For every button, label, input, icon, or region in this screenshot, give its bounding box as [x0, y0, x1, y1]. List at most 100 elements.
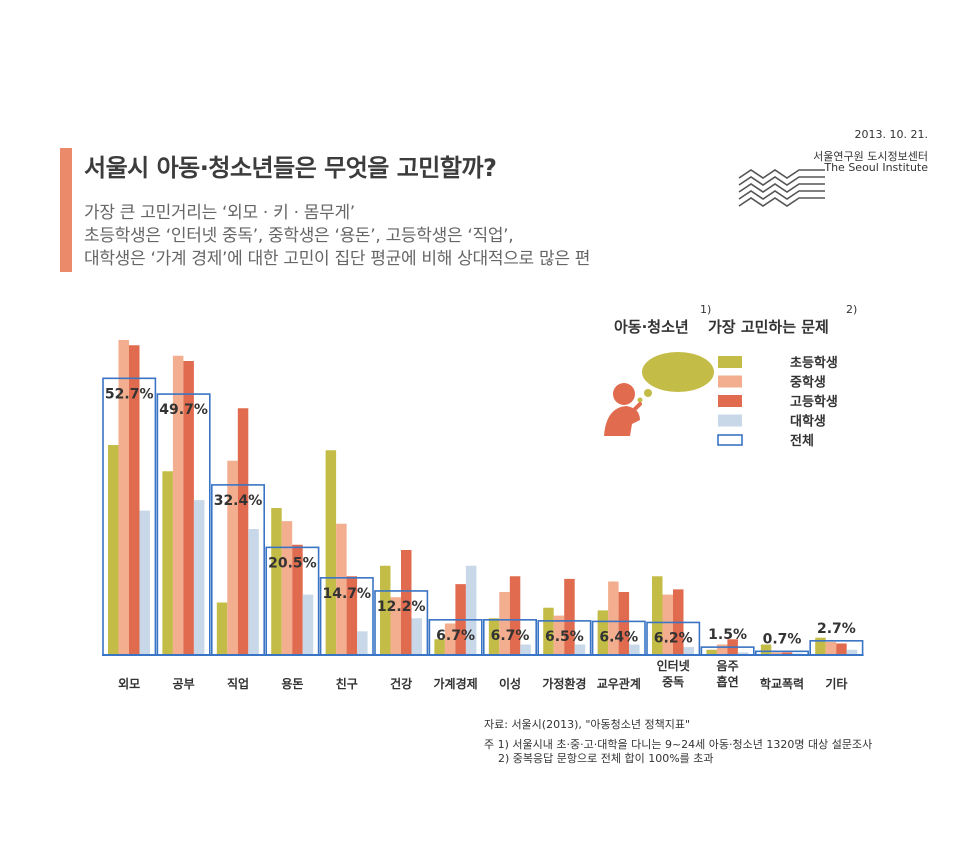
bar-7-series-4 — [465, 565, 477, 655]
total-label-7: 6.7% — [436, 628, 475, 644]
bar-14-series-3 — [836, 643, 847, 655]
bar-6-series-4 — [411, 618, 422, 655]
bar-9-series-3 — [564, 578, 575, 655]
total-label-8: 6.7% — [491, 628, 530, 644]
bar-5-series-1 — [325, 450, 337, 655]
bar-12-series-2 — [716, 644, 728, 655]
bar-6-series-1 — [380, 565, 391, 655]
bar-4-series-1 — [271, 508, 282, 655]
bar-5-series-2 — [336, 523, 347, 655]
org-name: 서울연구원 도시정보센터 — [813, 150, 928, 163]
category-label-14: 기타 — [825, 676, 847, 691]
total-label-11: 6.2% — [654, 630, 693, 646]
bar-14-series-2 — [825, 641, 837, 655]
legend-label-3: 고등학생 — [790, 394, 838, 410]
category-label-11: 인터넷 중독 — [657, 658, 690, 689]
footnote-1: 주 1) 서울시내 초·중·고·대학을 다니는 9~24세 아동·청소년 132… — [484, 738, 873, 751]
thinking-person-icon — [604, 352, 714, 436]
bar-12-series-4 — [737, 652, 749, 655]
publish-date: 2013. 10. 21. — [854, 128, 928, 141]
legend-swatch-4 — [718, 414, 742, 427]
bar-1-series-4 — [139, 510, 150, 655]
bar-2-series-4 — [193, 500, 205, 655]
total-label-10: 6.4% — [599, 629, 638, 645]
bar-9-series-4 — [574, 644, 586, 655]
total-label-3: 32.4% — [214, 493, 263, 509]
bar-1-series-1 — [108, 445, 119, 655]
bar-13-series-1 — [760, 644, 772, 655]
total-label-2: 49.7% — [159, 402, 208, 418]
bar-3-series-1 — [216, 602, 228, 655]
bar-7-series-1 — [434, 639, 445, 655]
bar-4-series-4 — [302, 594, 314, 655]
bar-8-series-2 — [499, 592, 510, 655]
category-label-6: 건강 — [390, 676, 412, 691]
seoul-institute-logo — [738, 169, 825, 207]
bar-8-series-1 — [488, 618, 500, 655]
category-label-3: 직업 — [227, 676, 249, 691]
bar-11-series-2 — [662, 594, 673, 655]
page-title: 서울시 아동·청소년들은 무엇을 고민할까? — [84, 154, 497, 182]
bar-10-series-2 — [608, 581, 619, 655]
bar-13-series-3 — [781, 652, 793, 655]
bar-3-series-2 — [227, 460, 238, 655]
org-name-english: The Seoul Institute — [824, 161, 928, 174]
legend-swatch-2 — [718, 375, 742, 388]
category-labels: 외모 공부 직업 용돈 친구 건강 가계경제 이성 가정환경 교우관계 인터넷 중독 음주 흡연 학교폭력 기… — [118, 658, 847, 691]
totals-layer: 52.7% 49.7% 32.4% 20.5% 14.7% 12.2% 6.7% 6.7% 6.… — [102, 377, 864, 656]
bar-8-series-4 — [520, 644, 531, 655]
total-label-4: 20.5% — [268, 555, 317, 571]
bar-3-series-3 — [237, 408, 249, 655]
legend-label-4: 대학생 — [790, 414, 826, 430]
bar-14-series-1 — [815, 637, 826, 655]
bar-7-series-2 — [444, 623, 456, 655]
bar-6-series-3 — [401, 550, 412, 655]
bar-2-series-2 — [172, 355, 184, 655]
bar-11-series-4 — [683, 647, 694, 655]
bar-5-series-3 — [346, 576, 358, 655]
bar-4-series-2 — [281, 521, 293, 655]
bar-9-series-2 — [553, 615, 565, 655]
total-label-14: 2.7% — [817, 621, 856, 637]
category-label-1: 외모 — [118, 676, 140, 691]
subtitle-line-1: 가장 큰 고민거리는 ‘외모 · 키 · 몸무게’ — [84, 203, 355, 223]
source-note: 자료: 서울시(2013), "아동청소년 정책지표" — [484, 718, 691, 731]
category-label-8: 이성 — [499, 676, 521, 691]
total-label-9: 6.5% — [545, 629, 584, 645]
total-label-1: 52.7% — [105, 386, 154, 402]
subtitle-line-3: 대학생은 ‘가계 경제’에 대한 고민이 집단 평균에 비해 상대적으로 많은 … — [84, 249, 591, 269]
legend-label-5: 전체 — [790, 433, 814, 449]
legend-label-1: 초등학생 — [790, 355, 838, 371]
bar-10-series-4 — [629, 644, 640, 655]
bar-5-series-4 — [357, 631, 368, 655]
title-accent-bar — [60, 148, 72, 272]
total-label-6: 12.2% — [377, 599, 426, 615]
total-label-5: 14.7% — [323, 586, 372, 602]
footnote-2: 2) 중복응답 문항으로 전체 합이 100%를 초과 — [498, 752, 714, 765]
category-label-7: 가계경제 — [434, 676, 478, 691]
subtitle-line-2: 초등학생은 ‘인터넷 중독’, 중학생은 ‘용돈’, 고등학생은 ‘직업’, — [84, 226, 514, 246]
chart-title-note-1: 1) — [700, 303, 711, 316]
chart-title-part1: 아동·청소년 — [614, 318, 689, 336]
category-label-13: 학교폭력 — [760, 676, 804, 691]
bar-10-series-3 — [618, 592, 630, 655]
chart-title-note-2: 2) — [846, 303, 857, 316]
bar-2-series-1 — [162, 471, 173, 655]
bar-2-series-3 — [183, 361, 194, 655]
category-label-5: 친구 — [336, 676, 358, 691]
category-label-2: 공부 — [173, 677, 195, 691]
bar-10-series-1 — [597, 610, 609, 655]
bar-13-series-2 — [771, 652, 782, 655]
category-label-10: 교우관계 — [597, 676, 641, 691]
bar-1-series-2 — [118, 340, 129, 655]
bar-14-series-4 — [846, 649, 858, 655]
total-label-13: 0.7% — [763, 631, 802, 647]
bar-11-series-1 — [652, 576, 663, 655]
bar-6-series-2 — [390, 597, 401, 655]
bar-12-series-1 — [706, 649, 717, 655]
category-label-4: 용돈 — [281, 676, 303, 691]
legend-swatch-3 — [718, 395, 742, 407]
bar-3-series-4 — [248, 529, 259, 655]
